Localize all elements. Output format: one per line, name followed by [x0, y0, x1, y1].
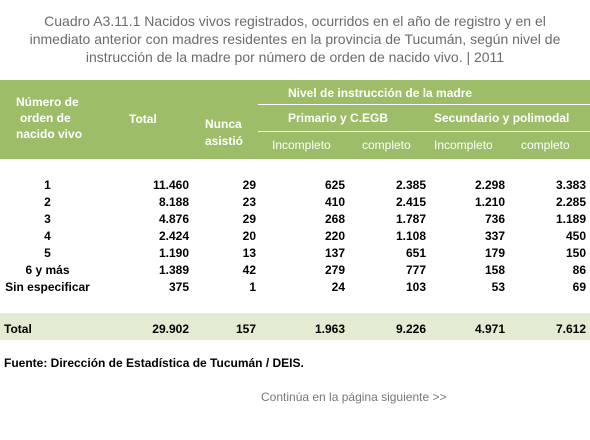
cell: 158: [484, 263, 505, 277]
cell: 625: [324, 178, 345, 192]
title-line: Cuadro A3.11.1 Nacidos vivos registrados…: [44, 13, 546, 29]
cell: 3.383: [555, 178, 586, 192]
cell: 103: [405, 280, 426, 294]
cell: 4.876: [158, 212, 189, 226]
cell: 24: [331, 280, 345, 294]
total-cell: 4.971: [474, 322, 505, 336]
total-cell: 29.902: [152, 322, 189, 336]
cell: 1.389: [158, 263, 189, 277]
cell: 2.298: [474, 178, 505, 192]
header-order: orden de: [20, 111, 71, 125]
cell: 1.210: [474, 195, 505, 209]
total-cell: 1.963: [314, 322, 345, 336]
header-never: Nunca: [205, 117, 242, 131]
total-cell: 9.226: [395, 322, 426, 336]
cell: 1.190: [158, 246, 189, 260]
cell: 651: [405, 246, 426, 260]
header-order: Número de: [16, 95, 79, 109]
cell: 8.188: [158, 195, 189, 209]
row-label: 3: [44, 212, 51, 226]
cell: 179: [484, 246, 505, 260]
cell: 410: [324, 195, 345, 209]
header-group: Secundario y polimodal: [434, 111, 570, 125]
cell: 1.787: [395, 212, 426, 226]
cell: 11.460: [152, 178, 189, 192]
title-line: inmediato anterior con madres residentes…: [29, 31, 561, 47]
row-label: 5: [44, 246, 51, 260]
row-label: 6 y más: [25, 263, 70, 277]
cell: 450: [565, 229, 586, 243]
header-divider: [258, 131, 590, 132]
cell: 69: [572, 280, 586, 294]
cell: 375: [168, 280, 189, 294]
total-cell: 7.612: [555, 322, 586, 336]
continue-link[interactable]: Continúa en la página siguiente >>: [261, 390, 447, 404]
cell: 23: [242, 195, 256, 209]
header-sub: Incompleto: [434, 138, 493, 152]
cell: 53: [491, 280, 505, 294]
cell: 337: [484, 229, 505, 243]
header-divider: [258, 104, 590, 105]
header-never: asistió: [205, 134, 244, 148]
source: Fuente: Dirección de Estadística de Tucu…: [4, 356, 304, 370]
cell: 2.285: [555, 195, 586, 209]
header-sub: completo: [521, 138, 570, 152]
cell: 29: [242, 212, 256, 226]
cell: 268: [324, 212, 345, 226]
cell: 2.415: [395, 195, 426, 209]
total-label: Total: [4, 322, 32, 336]
header-order: nacido vivo: [16, 127, 83, 141]
header-sub: Incompleto: [272, 138, 331, 152]
row-label: 4: [44, 229, 51, 243]
cell: 29: [242, 178, 256, 192]
cell: 220: [324, 229, 345, 243]
cell: 20: [242, 229, 256, 243]
cell: 86: [572, 263, 586, 277]
cell: 2.385: [395, 178, 426, 192]
cell: 2.424: [158, 229, 189, 243]
header-group: Primario y C.EGB: [288, 111, 389, 125]
cell: 42: [242, 263, 256, 277]
cell: 150: [565, 246, 586, 260]
header-total: Total: [129, 112, 157, 126]
cell: 13: [242, 246, 256, 260]
row-label: 1: [44, 178, 51, 192]
cell: 777: [405, 263, 426, 277]
title-line: instrucción de la madre por número de or…: [85, 49, 505, 65]
header-sub: completo: [362, 138, 411, 152]
total-cell: 157: [235, 322, 256, 336]
cell: 1: [249, 280, 256, 294]
cell: 279: [324, 263, 345, 277]
header-background: [0, 80, 590, 159]
row-label: Sin especificar: [5, 280, 90, 294]
cell: 1.108: [395, 229, 426, 243]
cell: 137: [324, 246, 345, 260]
cell: 736: [484, 212, 505, 226]
cell: 1.189: [555, 212, 586, 226]
header-level: Nivel de instrucción de la madre: [288, 86, 473, 100]
row-label: 2: [44, 195, 51, 209]
total-background: [0, 313, 590, 340]
